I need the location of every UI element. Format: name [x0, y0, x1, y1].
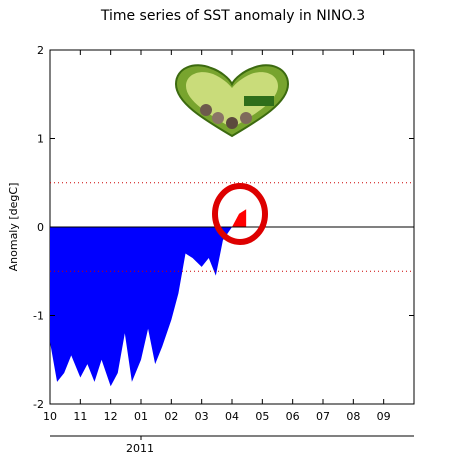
y-tick-label: 0 [37, 221, 44, 234]
positive-anomaly-area [232, 209, 247, 227]
x-tick-label: 04 [225, 410, 239, 423]
y-tick-label: -1 [33, 310, 44, 323]
x-tick-label: 11 [73, 410, 87, 423]
x-tick-label: 01 [134, 410, 148, 423]
y-tick-label: 2 [37, 44, 44, 57]
logo-emblem [174, 64, 290, 138]
logo-photo [226, 117, 238, 129]
x-tick-label: 12 [104, 410, 118, 423]
negative-anomaly-area [50, 227, 232, 387]
logo-photo [200, 104, 212, 116]
x-tick-label: 03 [195, 410, 209, 423]
x-tick-label: 09 [377, 410, 391, 423]
y-tick-label: -2 [33, 398, 44, 411]
annotation-circle [212, 183, 268, 245]
chart-title: Time series of SST anomaly in NINO.3 [100, 8, 365, 24]
logo-banner [244, 96, 274, 106]
x-tick-label: 02 [164, 410, 178, 423]
x-tick-label: 10 [43, 410, 57, 423]
x-tick-label: 08 [346, 410, 360, 423]
x-tick-label: 06 [286, 410, 300, 423]
x-tick-label: 05 [255, 410, 269, 423]
heart-inner [186, 72, 278, 128]
logo-photo [212, 112, 224, 124]
logo-photo [240, 112, 252, 124]
y-axis-label: Anomaly [degC] [7, 183, 20, 272]
year-label: 2011 [126, 442, 154, 455]
y-tick-label: 1 [37, 133, 44, 146]
x-tick-label: 07 [316, 410, 330, 423]
